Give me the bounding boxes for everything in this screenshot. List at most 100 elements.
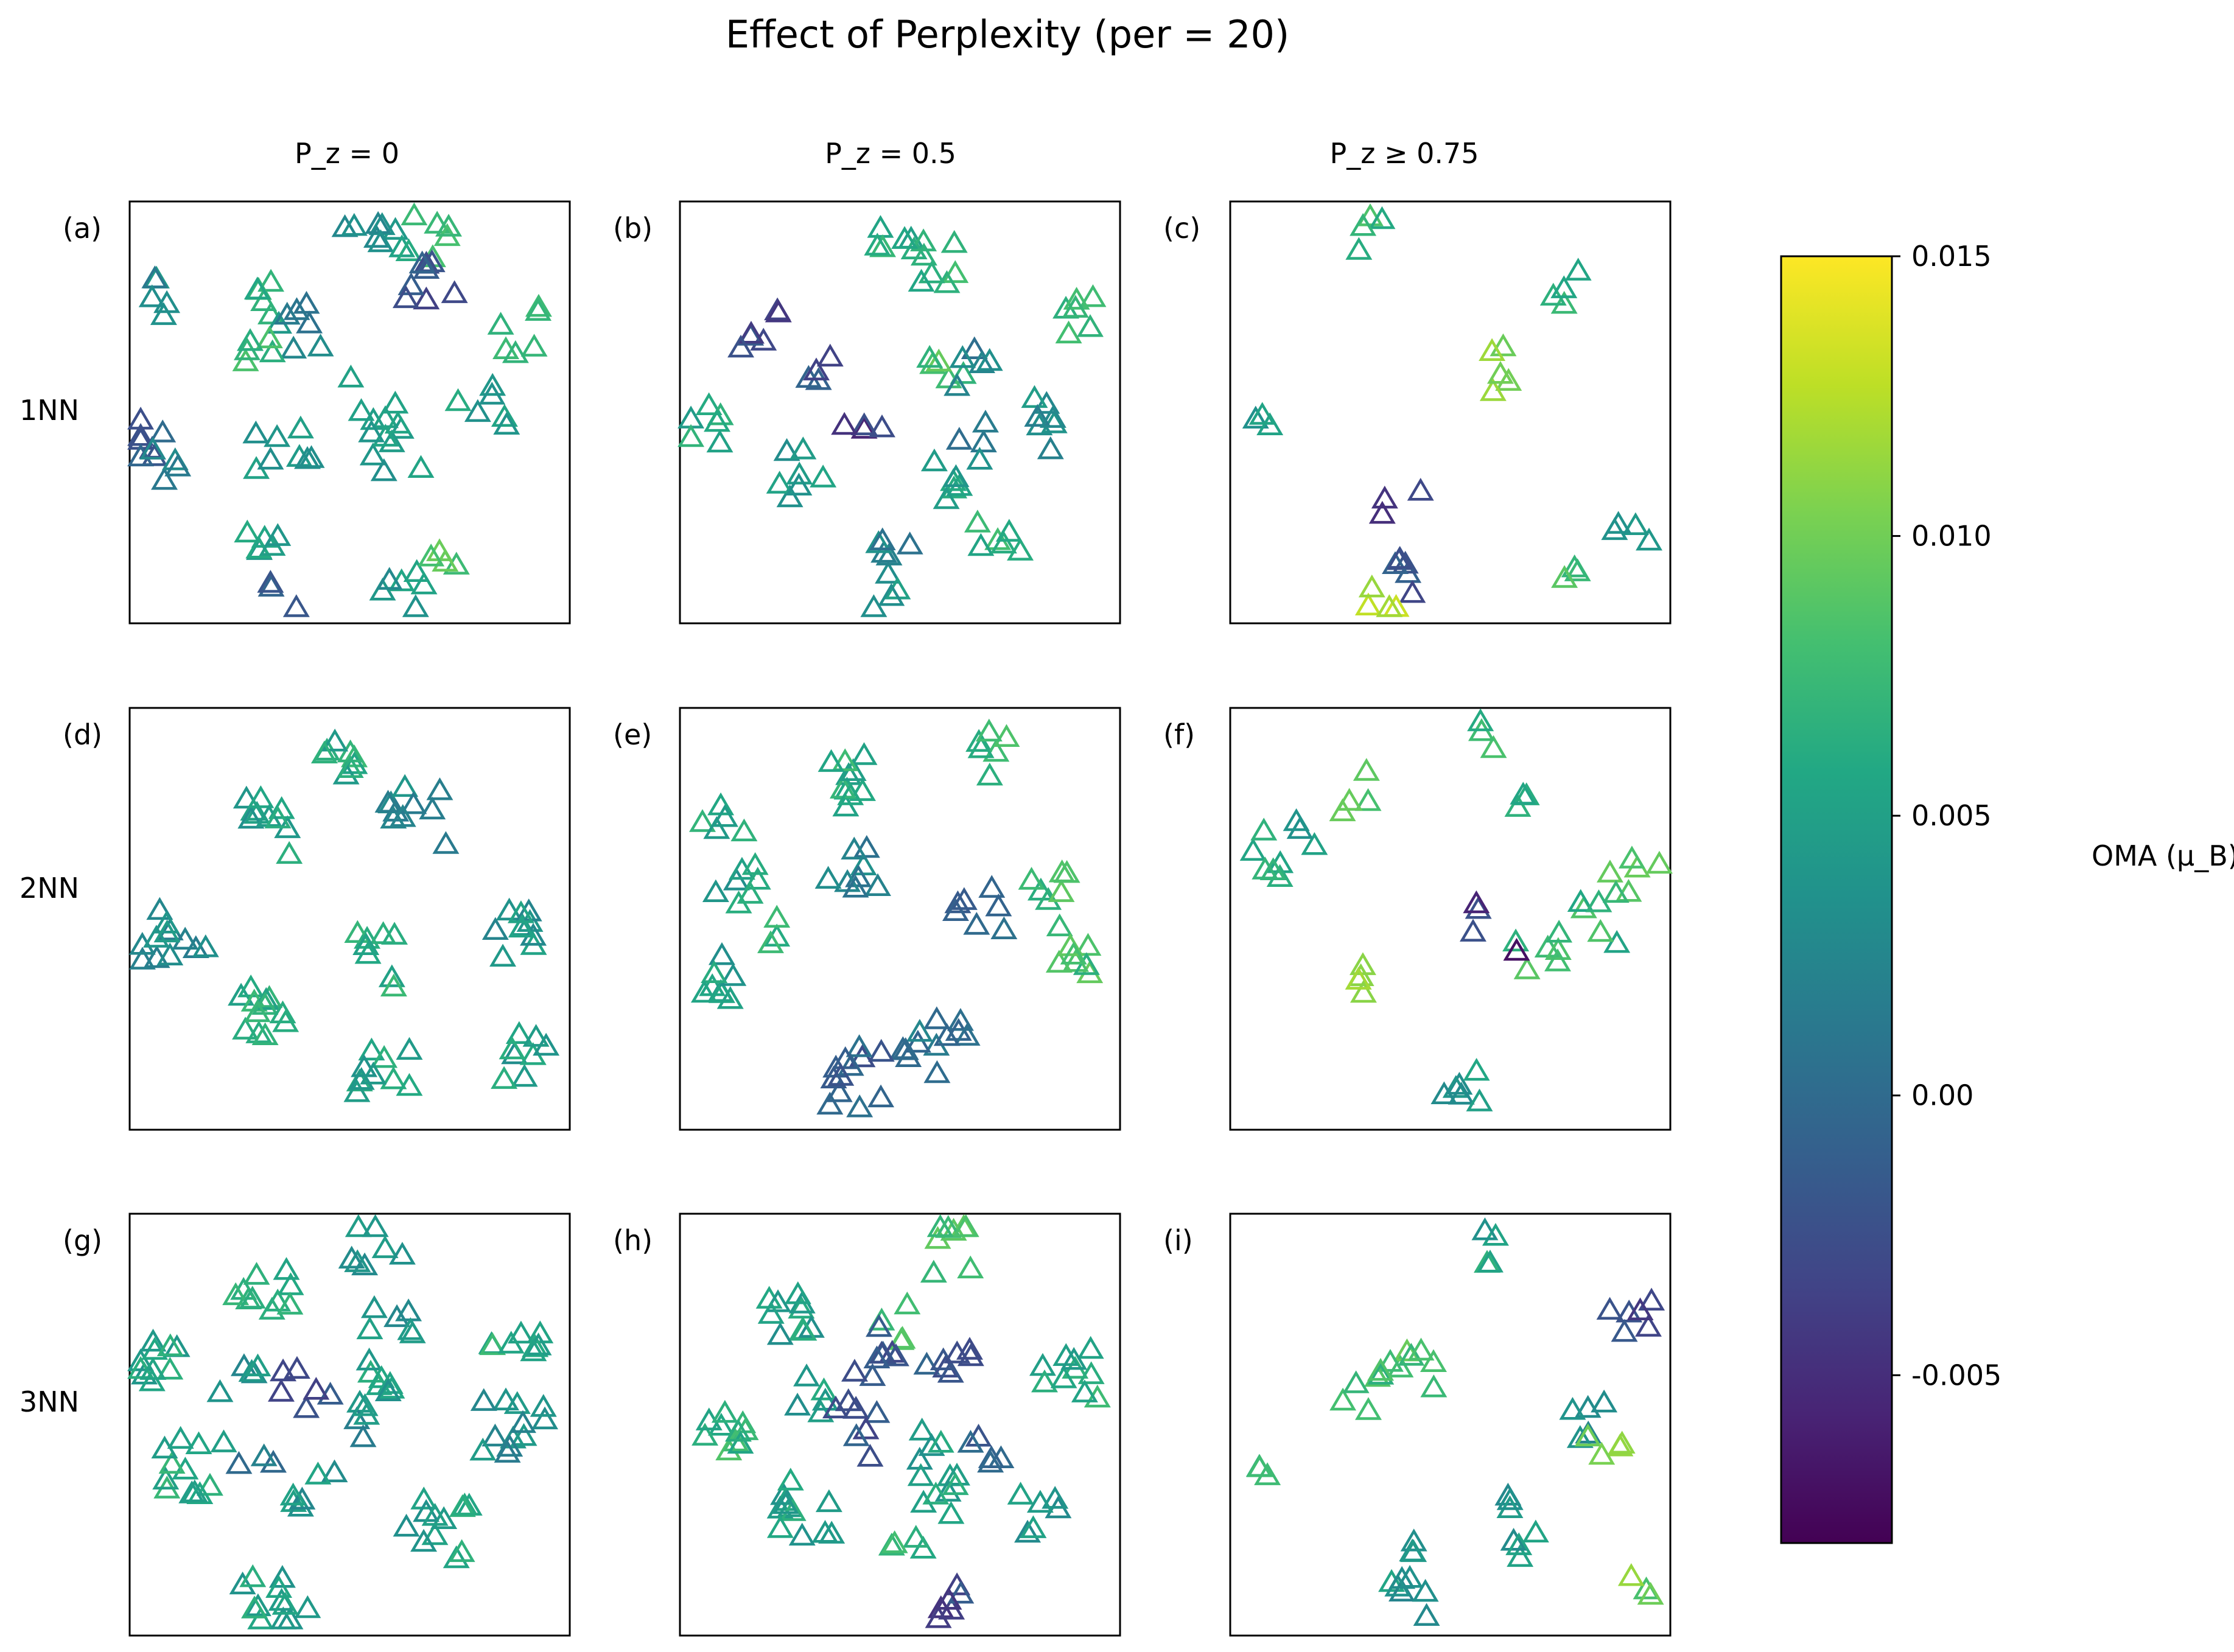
data-point [242,420,270,444]
data-point [1077,1335,1104,1359]
data-point [845,864,872,887]
data-point [1055,320,1082,344]
data-point [942,260,969,283]
data-point [1079,284,1107,307]
data-point [1507,1544,1534,1567]
data-point [247,1606,275,1629]
data-point [273,1257,300,1280]
data-point [811,1387,839,1411]
data-point [380,973,407,997]
data-point [701,960,728,983]
data-point [1412,1578,1439,1602]
data-point [345,1214,372,1237]
data-point [491,1066,518,1089]
data-point [276,841,303,864]
data-point [487,312,514,335]
data-point [358,419,385,443]
data-point [355,1347,383,1371]
data-point [875,542,903,565]
data-point [910,228,937,251]
data-point [724,1418,752,1442]
data-point [489,943,517,967]
data-point [229,1571,256,1595]
data-point [307,334,334,357]
data-point [1077,1361,1105,1384]
data-point [376,567,403,590]
data-point [860,594,888,617]
data-point [1608,1430,1636,1454]
data-point [396,1073,423,1096]
data-point [1329,1387,1357,1411]
data-point [359,442,387,466]
data-point [1376,1349,1404,1372]
data-point [271,1592,299,1615]
data-point [1591,1389,1618,1413]
data-point [1550,275,1578,298]
colorbar-frame [1780,255,1893,1544]
data-point [244,1353,271,1377]
panel-label-d: (d) [63,718,102,751]
data-point [849,778,876,801]
data-point [150,302,177,325]
data-point [391,774,419,797]
data-point [850,412,878,436]
data-point [1574,1395,1602,1418]
data-point [967,533,995,556]
data-point [520,1338,547,1362]
points-h [692,1214,1111,1628]
data-point [690,979,718,1003]
data-point [863,1345,891,1368]
data-point [1350,213,1377,236]
data-point [287,415,314,439]
data-point [1407,1337,1435,1361]
column-title-pz-0.5: P_z = 0.5 [825,137,956,170]
data-point [1358,574,1385,598]
data-point [499,1036,526,1060]
data-point [421,1522,449,1545]
data-point [478,382,506,405]
data-point [827,1063,855,1086]
data-point [1561,554,1588,578]
data-point [1367,1357,1395,1381]
data-point [869,414,895,438]
data-point [730,818,758,842]
data-point [1388,1566,1416,1589]
data-point [882,1343,909,1367]
data-point [1040,410,1068,433]
data-point [902,1525,930,1548]
data-point [1060,1346,1088,1370]
data-point [253,987,280,1010]
data-point [401,202,428,226]
data-point [1354,788,1382,811]
data-point [222,1282,250,1306]
row-labels: 1NN 2NN 3NN [19,394,79,1418]
data-point [704,408,731,432]
data-point [525,298,551,321]
data-point [818,749,845,772]
data-point [956,1337,983,1360]
data-point [744,867,771,890]
data-point [904,1029,931,1053]
panel-label-f: (f) [1163,718,1195,751]
data-point [232,348,259,371]
chart-title: Effect of Perplexity (per = 20) [726,12,1289,57]
data-point [982,738,1010,762]
data-point [968,350,995,374]
data-point [976,762,1003,786]
colorbar-tick-label: 0.015 [1911,240,1992,273]
data-point [790,1317,818,1341]
data-point [276,1292,304,1315]
data-point [1564,257,1592,281]
data-point [976,348,1003,371]
colorbar-tick-label: 0.00 [1911,1079,1973,1112]
data-point [1057,933,1084,956]
data-point [689,809,716,832]
panel-frame-e [679,707,1121,1131]
colorbar-gradient [1781,256,1892,1543]
data-point [152,1466,180,1490]
data-point [303,1377,330,1400]
data-point [978,1445,1005,1468]
data-point [1368,206,1396,229]
data-point [496,1433,523,1457]
data-point [348,398,375,421]
